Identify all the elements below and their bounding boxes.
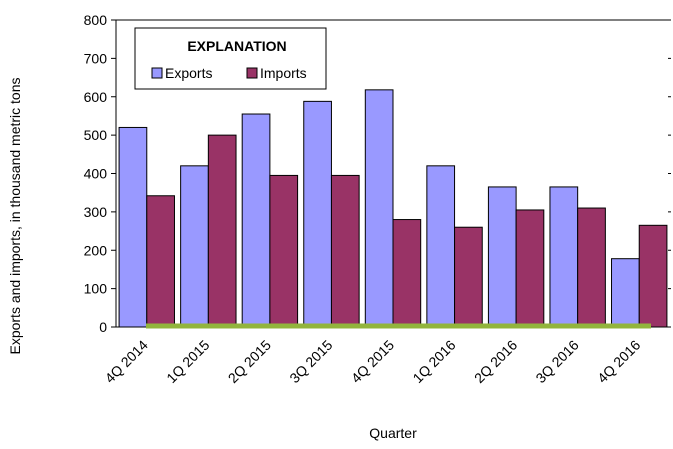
legend-swatch-imports xyxy=(246,67,258,79)
y-tick-label: 100 xyxy=(84,281,108,297)
x-axis: 4Q 2014 1Q 2015 2Q 2015 3Q 2015 4Q 2015 1Q 20… xyxy=(102,323,671,386)
y-tick-label: 500 xyxy=(84,127,108,143)
y-tick-label: 700 xyxy=(84,50,108,66)
bar-imports xyxy=(577,207,606,328)
bar-exports xyxy=(611,258,640,328)
x-tick-label: 2Q 2015 xyxy=(225,337,274,386)
x-tick-label: 3Q 2015 xyxy=(286,337,335,386)
bar-exports xyxy=(241,113,271,328)
bar-exports xyxy=(118,126,148,328)
y-tick-label: 800 xyxy=(84,12,108,28)
legend-title: EXPLANATION xyxy=(187,38,286,54)
bar-exports xyxy=(549,186,579,328)
bar-imports xyxy=(392,219,422,328)
y-tick-label: 0 xyxy=(99,319,107,335)
legend: EXPLANATION Exports Imports xyxy=(134,27,327,90)
bars xyxy=(118,89,668,328)
x-tick-label: 3Q 2016 xyxy=(532,337,581,386)
bar-imports xyxy=(638,224,668,328)
y-axis-label: Exports and imports, in thousand metric … xyxy=(7,77,23,354)
bar-exports xyxy=(426,165,456,328)
legend-box xyxy=(134,27,327,90)
x-tick-label: 1Q 2015 xyxy=(163,337,212,386)
legend-label-imports: Imports xyxy=(260,65,307,81)
y-axis: 0 100 200 300 400 500 600 700 800 xyxy=(84,12,671,335)
bar-exports xyxy=(364,89,394,328)
y-tick-label: 200 xyxy=(84,242,108,258)
x-tick-label: 4Q 2014 xyxy=(102,337,151,386)
x-tick-label: 4Q 2015 xyxy=(348,337,397,386)
bar-imports xyxy=(146,195,175,328)
x-tick-label: 1Q 2016 xyxy=(409,337,458,386)
bar-imports xyxy=(330,174,360,328)
bar-exports xyxy=(180,165,209,328)
bar-exports xyxy=(303,100,332,328)
y-tick-label: 600 xyxy=(84,89,108,105)
legend-swatch-exports xyxy=(151,67,163,79)
x-axis-label: Quarter xyxy=(369,425,417,441)
bar-imports xyxy=(269,174,299,328)
bar-imports xyxy=(515,209,545,328)
y-tick-label: 400 xyxy=(84,166,108,182)
bar-exports xyxy=(487,186,517,328)
bar-imports xyxy=(207,134,237,328)
y-tick-label: 300 xyxy=(84,204,108,220)
legend-label-exports: Exports xyxy=(165,65,212,81)
x-tick-label: 2Q 2016 xyxy=(471,337,520,386)
x-tick-label: 4Q 2016 xyxy=(594,337,643,386)
bar-imports xyxy=(454,226,483,328)
